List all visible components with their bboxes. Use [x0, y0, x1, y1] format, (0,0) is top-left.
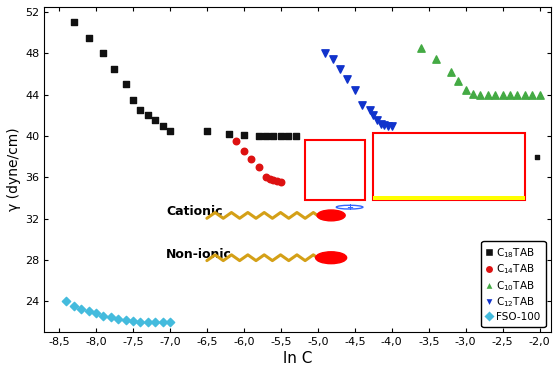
Point — [158, 123, 167, 129]
Point — [505, 92, 514, 98]
Point — [99, 313, 108, 319]
Ellipse shape — [317, 210, 345, 221]
Point — [387, 123, 396, 129]
Point — [121, 317, 130, 323]
Point — [372, 117, 381, 123]
Point — [84, 35, 93, 41]
Point — [491, 92, 500, 98]
Text: Cationic: Cationic — [166, 206, 222, 219]
Point — [84, 308, 93, 314]
Point — [247, 156, 255, 162]
Point — [110, 66, 119, 72]
Point — [321, 50, 330, 56]
Point — [254, 164, 263, 170]
Point — [232, 138, 241, 144]
Point — [269, 177, 278, 183]
Point — [262, 174, 271, 180]
Point — [513, 92, 522, 98]
Circle shape — [337, 205, 363, 209]
Point — [136, 319, 145, 325]
Point — [498, 92, 507, 98]
Point — [476, 92, 485, 98]
Point — [343, 76, 352, 82]
Point — [447, 69, 456, 75]
Point — [365, 107, 374, 113]
Point — [276, 179, 285, 185]
Point — [69, 303, 78, 309]
Legend: C$_{18}$TAB, C$_{14}$TAB, C$_{10}$TAB, C$_{12}$TAB, FSO-100: C$_{18}$TAB, C$_{14}$TAB, C$_{10}$TAB, C… — [481, 241, 546, 327]
Point — [461, 87, 470, 93]
Point — [106, 314, 115, 320]
Point — [350, 87, 359, 93]
Point — [143, 319, 152, 325]
Point — [92, 310, 101, 316]
Point — [225, 131, 234, 137]
Point — [262, 133, 271, 139]
Point — [291, 133, 300, 139]
Point — [328, 56, 337, 62]
Point — [520, 92, 529, 98]
X-axis label: ln C: ln C — [283, 351, 312, 366]
Point — [202, 128, 211, 134]
Point — [129, 97, 138, 103]
Point — [273, 178, 282, 184]
Ellipse shape — [316, 252, 347, 264]
FancyBboxPatch shape — [373, 133, 525, 200]
Point — [136, 107, 145, 113]
FancyBboxPatch shape — [305, 140, 365, 200]
Point — [535, 92, 544, 98]
Point — [284, 133, 293, 139]
Point — [77, 306, 86, 312]
Point — [254, 133, 263, 139]
Point — [528, 92, 537, 98]
Point — [269, 133, 278, 139]
Point — [454, 78, 463, 84]
Point — [266, 176, 274, 182]
Text: Non-ionic: Non-ionic — [166, 248, 232, 261]
Point — [239, 148, 248, 154]
Text: +: + — [346, 203, 353, 211]
Point — [383, 123, 392, 129]
Point — [380, 122, 389, 128]
Point — [62, 298, 71, 304]
Point — [533, 154, 542, 160]
Point — [165, 128, 174, 134]
Point — [468, 91, 477, 97]
Point — [69, 19, 78, 25]
Point — [369, 112, 378, 118]
FancyBboxPatch shape — [373, 196, 525, 200]
Point — [143, 112, 152, 118]
Point — [158, 319, 167, 325]
Point — [376, 120, 385, 126]
Point — [121, 81, 130, 87]
Point — [432, 56, 440, 62]
Point — [151, 319, 160, 325]
Point — [151, 117, 160, 123]
Point — [99, 50, 108, 56]
Point — [335, 66, 344, 72]
Point — [358, 102, 367, 108]
Point — [165, 319, 174, 325]
Point — [129, 318, 138, 324]
Point — [417, 45, 426, 51]
Point — [276, 133, 285, 139]
Point — [113, 316, 122, 322]
Point — [484, 92, 492, 98]
Point — [239, 132, 248, 138]
Y-axis label: γ (dyne/cm): γ (dyne/cm) — [7, 128, 21, 211]
